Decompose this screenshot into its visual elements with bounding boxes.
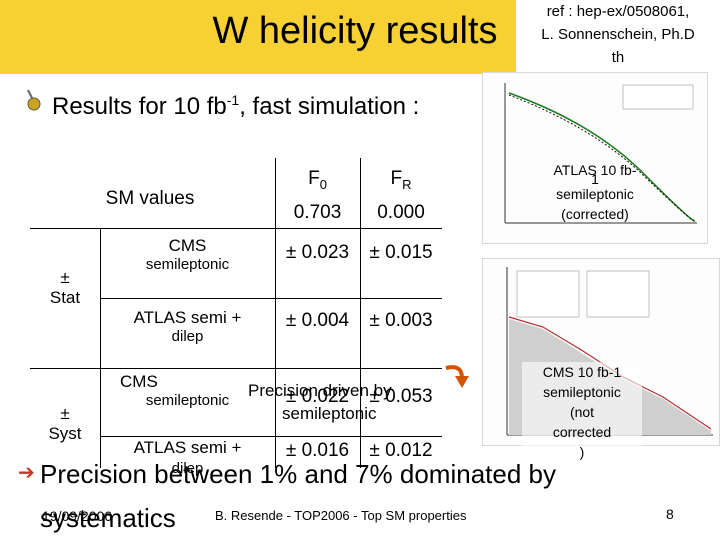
- section-heading-suffix: , fast simulation :: [239, 93, 420, 120]
- sm-values-label: SM values: [105, 188, 195, 209]
- row-label-cms-stat: CMS semileptonic: [100, 236, 275, 274]
- row-label-atlas-stat: ATLAS semi + dilep: [100, 308, 275, 346]
- caption-line: semileptonic: [543, 384, 621, 400]
- stat-pm: ±: [60, 268, 70, 287]
- experiment-channel: dilep: [171, 328, 204, 345]
- atlas-syst-f0: ± 0.016: [285, 440, 350, 461]
- reference-line: ref : hep-ex/0508061,: [546, 3, 690, 20]
- table-divider: [30, 368, 442, 369]
- column-header-f0-sub: 0: [319, 176, 327, 192]
- row-label-cms-syst: CMS semileptonic: [100, 372, 275, 410]
- table-divider: [100, 228, 101, 468]
- column-header-fr-sub: R: [402, 176, 412, 192]
- precision-note-channel: semileptonic: [282, 404, 377, 423]
- column-header-f0-text: F: [308, 168, 320, 189]
- table-divider: [100, 436, 442, 437]
- experiment-name: CMS: [120, 372, 158, 391]
- reference-line: th: [611, 49, 625, 66]
- caption-line: corrected: [552, 424, 612, 440]
- experiment-name: ATLAS semi +: [133, 438, 242, 457]
- table-divider: [275, 158, 276, 468]
- experiment-name: ATLAS semi +: [133, 308, 242, 327]
- cms-stat-fr: ± 0.015: [369, 242, 433, 263]
- experiment-channel: dilep: [171, 460, 204, 477]
- caption-line: ATLAS 10 fb-: [553, 162, 637, 178]
- cms-plot-caption: CMS 10 fb-1 semileptonic (not corrected …: [522, 362, 642, 462]
- sm-f0-value: 0.703: [293, 202, 342, 223]
- conclusion-text: Precision between 1% and 7% dominated by…: [40, 459, 556, 533]
- caption-line: ): [579, 444, 585, 460]
- bullet-icon: [27, 89, 41, 111]
- experiment-name: CMS: [168, 236, 207, 255]
- atlas-stat-f0: ± 0.004: [285, 310, 350, 331]
- page-number: 8: [666, 506, 674, 522]
- experiment-channel: semileptonic: [145, 256, 230, 273]
- sm-fr-value: 0.000: [377, 202, 425, 223]
- syst-pm: ±: [60, 404, 70, 423]
- footer-title: B. Resende - TOP2006 - Top SM properties: [215, 508, 467, 523]
- slide-title: W helicity results: [212, 10, 498, 52]
- section-heading-sup: -1: [226, 92, 240, 108]
- cms-stat-f0: ± 0.023: [285, 242, 350, 263]
- atlas-syst-fr: ± 0.012: [369, 440, 433, 461]
- results-table: SM values F0 FR 0.703 0.000 ± Stat ± Sys…: [30, 158, 442, 477]
- table-divider: [360, 158, 361, 468]
- caption-line: (not: [569, 404, 595, 420]
- footer-date: 19/09/2006: [42, 508, 113, 524]
- caption-line: CMS 10 fb-1: [542, 364, 622, 380]
- syst-text: Syst: [48, 424, 82, 443]
- caption-line: semileptonic: [556, 186, 634, 202]
- column-header-fr-text: F: [390, 168, 403, 189]
- reference-line: L. Sonnenschein, Ph.D: [541, 26, 695, 43]
- atlas-plot-caption: ATLAS 10 fb- 1 semileptonic (corrected): [530, 160, 660, 224]
- conclusion-arrow-icon: ➔: [18, 462, 35, 484]
- precision-note: Precision driven by: [248, 381, 392, 400]
- stat-text: Stat: [49, 288, 81, 307]
- table-divider: [30, 228, 442, 229]
- experiment-channel: semileptonic: [145, 392, 230, 409]
- stat-group-label: ± Stat: [30, 268, 100, 308]
- column-header-f0: F0: [275, 168, 360, 196]
- cms-syst-fr: ± 0.053: [369, 386, 433, 407]
- column-header-fr: FR: [360, 168, 442, 196]
- caption-line: (corrected): [561, 206, 629, 222]
- section-heading-text: Results for 10 fb: [52, 93, 227, 120]
- caption-line: 1: [591, 171, 599, 187]
- cms-syst-f0: ± 0.022: [285, 386, 350, 407]
- reference-box: ref : hep-ex/0508061, L. Sonnenschein, P…: [516, 0, 720, 74]
- atlas-stat-fr: ± 0.003: [369, 310, 433, 331]
- syst-group-label: ± Syst: [30, 404, 100, 444]
- atlas-plot-image: [482, 72, 708, 244]
- section-heading: Results for 10 fb-1, fast simulation :: [52, 84, 419, 123]
- row-label-atlas-syst: ATLAS semi + dilep: [100, 438, 275, 478]
- curved-arrow-icon: [445, 365, 469, 388]
- table-divider: [100, 298, 442, 299]
